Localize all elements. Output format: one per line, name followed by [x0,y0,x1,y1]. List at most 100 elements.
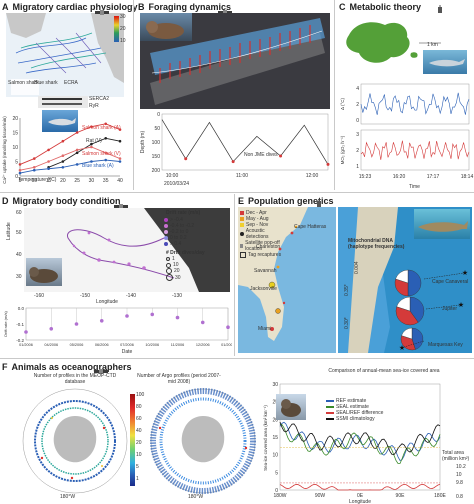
stat-3: 0.30* [344,317,350,329]
panel-f: F Animals as oceanographers Number of pro… [0,360,474,504]
panel-e: E Population genetics Dec - Apr May - Aug… [236,194,474,356]
x-tick-label: 35 [103,178,109,184]
y-tick-label: -0.1 [16,322,24,327]
panel-b: B Foraging dynamics 0 50 100 150 200 10:00 11:0… [136,0,332,190]
map1-title: Number of profiles in the MEOP-CTD datab… [33,373,117,385]
place-savannah: Savannah [254,268,277,274]
ca-ylabel: Ca²⁺ uptake (nmol/mg tissue/min) [2,116,7,184]
y-tick-label: 0 [157,112,160,118]
x-tick-label: 5 [19,178,22,184]
dives-legend: 1 10 20 30 [166,256,226,281]
y-tick-label: 3 [356,132,359,138]
y-tick-label: 0.0 [18,306,25,311]
mo2-ylabel: MO₂ (gO₂ h⁻¹) [340,135,345,164]
x-tick-label: 11:00 [236,173,248,179]
non-jme-annotation: Non JME dives [244,152,278,158]
y-tick-label: 2 [356,148,359,154]
mo2-line [360,140,470,160]
x-tick-label: 180E [434,493,446,499]
x-tick-label: 10/2006 [145,343,159,347]
shark-photo [42,110,78,132]
data-point [118,139,122,143]
data-point [90,125,93,128]
x-tick-label: 16:20 [393,174,406,180]
plot-frame-bottom [360,129,470,171]
data-point [104,151,108,155]
data-point [47,160,50,163]
place-miami: Miami [258,326,272,332]
data-point [118,128,122,131]
data-point [90,142,93,146]
data-point [61,166,65,169]
depth-chart: 0 50 100 150 200 10:00 11:00 12:00 Depth (m) [140,112,330,179]
pie-slice [401,327,413,340]
data-point [104,137,108,140]
y-tick-label: 30 [272,382,278,388]
tag-icon [437,2,443,15]
drift-rate-chart: 0.0 -0.1 -0.201/2006 04/2006 05/2006 06/2006 0… [3,306,232,355]
scale-label: 1 km [427,42,438,48]
data-point [47,148,50,152]
y-tick-label: 0 [356,118,359,124]
data-point [61,154,65,157]
depth-line [161,119,329,165]
x-tick-label: 180W [273,493,286,499]
series-line [19,146,121,171]
colorbar-ticks: 100 80 60 40 20 10 5 1 [136,392,150,488]
y-tick-label: 25 [272,400,278,406]
drift-point [74,322,79,326]
x-tick-label: 0E [357,493,364,499]
drift-point [175,315,180,320]
pie-slice [409,296,425,323]
tag-icon [316,196,322,209]
data-point [18,168,22,172]
series-line [19,123,121,165]
pie-slice [411,327,424,350]
y-tick-label: 0 [15,174,18,180]
pie-slice [396,296,411,312]
mtdna-title: Mitochondrial DNA (haplotype frequencies… [348,238,405,250]
x-tick-label: 11/2006 [171,343,184,347]
series-label-salmon-a: Salmon shark (A) [82,125,121,131]
y-tick-label: 2 [356,102,359,108]
x-tick-label: 12:00 [306,173,319,179]
jme-marker [184,157,188,161]
y-tick-label: 15 [272,435,278,441]
x-tick-label: 04/2006 [44,343,58,347]
x-tick-label: 15:23 [359,174,372,180]
nurse-shark-photo [414,209,470,239]
western-blot [38,96,88,108]
series-label-rat: Rat (V) [86,138,102,144]
y-tick-label: 5 [275,470,278,476]
x-tick-label: 90E [396,493,406,499]
panel-c-title: C Metabolic theory [339,2,422,12]
map2-title: Number of Argo profiles (period 2007-mid… [137,373,221,385]
x-tick-label: 01/2006 [19,343,33,347]
total-area-label: Total area (million km²) [442,450,470,462]
colorbar-tick-label: 20 [136,440,142,446]
jme-marker [326,162,330,166]
x-tick-label: 10 [32,178,38,184]
y-tick-label: 100 [152,140,161,146]
blot-label-serca: SERCA2 [89,96,110,102]
colorbar-tick-label: 10 [136,452,142,458]
panel-a: A Migratory cardiac physiology Salmon sha… [0,0,138,190]
temperature-line [360,92,470,115]
x-tick-label: 17:17 [427,174,440,180]
data-point [47,167,50,171]
ca-xlabel: Temperature (°C) [18,177,57,183]
x-tick-label: 01/2007 [221,343,232,347]
x-tick-label: 20 [60,178,66,184]
map-label-salmon: Salmon shark [8,80,39,86]
satellite-icon [114,197,128,209]
data-point [75,148,79,152]
data-point [32,168,36,172]
map-label-blue: Blue shark [34,80,58,86]
data-point [18,163,22,166]
x-tick-label: 18:14 [461,174,474,180]
dive-3d-visualization [140,13,330,109]
haplotype-pies: ★ ★ ★ [394,269,468,352]
x-tick-label: 40 [117,178,123,184]
map-label-ecra: ECRA [64,80,78,86]
